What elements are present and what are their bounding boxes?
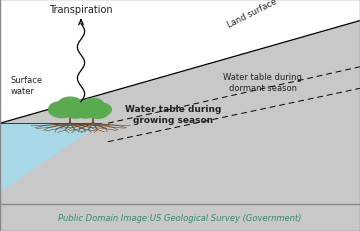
- Text: Transpiration: Transpiration: [49, 5, 113, 15]
- Circle shape: [64, 102, 90, 117]
- Circle shape: [56, 100, 77, 112]
- Circle shape: [82, 99, 104, 111]
- Polygon shape: [0, 124, 101, 192]
- Text: Land surface: Land surface: [226, 0, 278, 30]
- Text: Water table during
growing season: Water table during growing season: [125, 104, 221, 125]
- Circle shape: [65, 106, 86, 119]
- Text: Water table during
dormant season: Water table during dormant season: [223, 73, 302, 93]
- Circle shape: [72, 104, 98, 119]
- Circle shape: [87, 103, 111, 117]
- Polygon shape: [0, 0, 360, 124]
- Text: Surface
water: Surface water: [11, 76, 43, 96]
- Circle shape: [79, 101, 100, 113]
- Polygon shape: [0, 0, 360, 124]
- Circle shape: [49, 103, 76, 118]
- Circle shape: [88, 107, 108, 119]
- Circle shape: [73, 104, 92, 115]
- Text: Public Domain Image:US Geological Survey (Government): Public Domain Image:US Geological Survey…: [58, 213, 302, 222]
- Circle shape: [59, 98, 82, 111]
- Polygon shape: [0, 21, 360, 204]
- Circle shape: [49, 103, 69, 114]
